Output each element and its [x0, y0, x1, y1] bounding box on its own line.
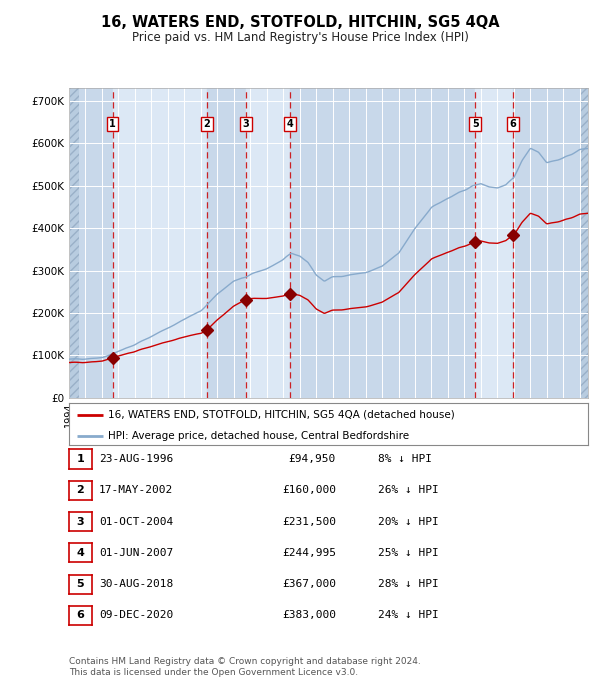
Text: 6: 6	[509, 119, 516, 129]
Text: 16, WATERS END, STOTFOLD, HITCHIN, SG5 4QA: 16, WATERS END, STOTFOLD, HITCHIN, SG5 4…	[101, 15, 499, 30]
Text: £383,000: £383,000	[282, 611, 336, 620]
Text: 6: 6	[76, 611, 85, 620]
Text: Price paid vs. HM Land Registry's House Price Index (HPI): Price paid vs. HM Land Registry's House …	[131, 31, 469, 44]
Text: 4: 4	[76, 548, 85, 558]
Text: 4: 4	[287, 119, 293, 129]
Text: HPI: Average price, detached house, Central Bedfordshire: HPI: Average price, detached house, Cent…	[108, 431, 409, 441]
Text: 25% ↓ HPI: 25% ↓ HPI	[378, 548, 439, 558]
Text: 30-AUG-2018: 30-AUG-2018	[99, 579, 173, 589]
Text: £231,500: £231,500	[282, 517, 336, 526]
Bar	[513, 88, 588, 398]
Text: 2: 2	[77, 486, 84, 495]
Bar	[207, 88, 246, 398]
Text: £367,000: £367,000	[282, 579, 336, 589]
Text: £94,950: £94,950	[289, 454, 336, 464]
Text: 20% ↓ HPI: 20% ↓ HPI	[378, 517, 439, 526]
Bar	[69, 88, 79, 398]
Text: 5: 5	[472, 119, 479, 129]
Text: 16, WATERS END, STOTFOLD, HITCHIN, SG5 4QA (detached house): 16, WATERS END, STOTFOLD, HITCHIN, SG5 4…	[108, 409, 455, 420]
Text: £244,995: £244,995	[282, 548, 336, 558]
Text: 17-MAY-2002: 17-MAY-2002	[99, 486, 173, 495]
Text: 28% ↓ HPI: 28% ↓ HPI	[378, 579, 439, 589]
Text: 8% ↓ HPI: 8% ↓ HPI	[378, 454, 432, 464]
Text: 5: 5	[77, 579, 84, 589]
Text: 1: 1	[109, 119, 116, 129]
Bar	[69, 88, 113, 398]
Bar	[290, 88, 475, 398]
Text: 2: 2	[203, 119, 210, 129]
Bar	[580, 88, 588, 398]
Bar	[246, 88, 290, 398]
Text: 09-DEC-2020: 09-DEC-2020	[99, 611, 173, 620]
Text: 23-AUG-1996: 23-AUG-1996	[99, 454, 173, 464]
Text: 3: 3	[77, 517, 84, 526]
Text: 3: 3	[243, 119, 250, 129]
Text: 01-OCT-2004: 01-OCT-2004	[99, 517, 173, 526]
Bar	[475, 88, 513, 398]
Text: £160,000: £160,000	[282, 486, 336, 495]
Text: 24% ↓ HPI: 24% ↓ HPI	[378, 611, 439, 620]
Text: 26% ↓ HPI: 26% ↓ HPI	[378, 486, 439, 495]
Text: 1: 1	[77, 454, 84, 464]
Text: Contains HM Land Registry data © Crown copyright and database right 2024.
This d: Contains HM Land Registry data © Crown c…	[69, 657, 421, 677]
Bar	[113, 88, 207, 398]
Text: 01-JUN-2007: 01-JUN-2007	[99, 548, 173, 558]
